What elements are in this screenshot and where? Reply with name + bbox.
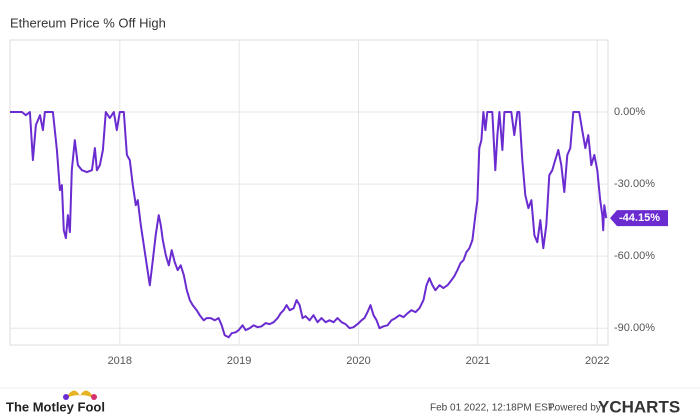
chart-title: Ethereum Price % Off High: [10, 15, 166, 30]
x-tick-label: 2019: [227, 355, 251, 367]
y-tick-label: -30.00%: [614, 178, 655, 190]
logo-icon: [66, 390, 94, 398]
logo-icon: [63, 394, 69, 400]
footer: The Motley Fool Feb 01 2022, 12:18PM EST…: [0, 387, 700, 416]
x-tick-label: 2022: [585, 355, 609, 367]
brand: YCHARTS: [598, 397, 680, 416]
logo-icon: [91, 394, 97, 400]
x-tick-label: 2018: [108, 355, 132, 367]
x-tick-label: 2020: [346, 355, 370, 367]
plot-frame: [9, 39, 609, 346]
x-tick-label: 2021: [466, 355, 490, 367]
powered-by: Powered by: [548, 403, 601, 414]
logo-text: The Motley Fool: [6, 399, 105, 414]
y-tick-label: 0.00%: [614, 106, 645, 118]
last-value-flag: [610, 210, 668, 227]
y-tick-label: -60.00%: [614, 250, 655, 262]
y-tick-label: -90.00%: [614, 322, 655, 334]
last-value-label: -44.15%: [619, 212, 660, 224]
timestamp: Feb 01 2022, 12:18PM EST.: [430, 403, 556, 414]
line-series: [10, 111, 608, 339]
